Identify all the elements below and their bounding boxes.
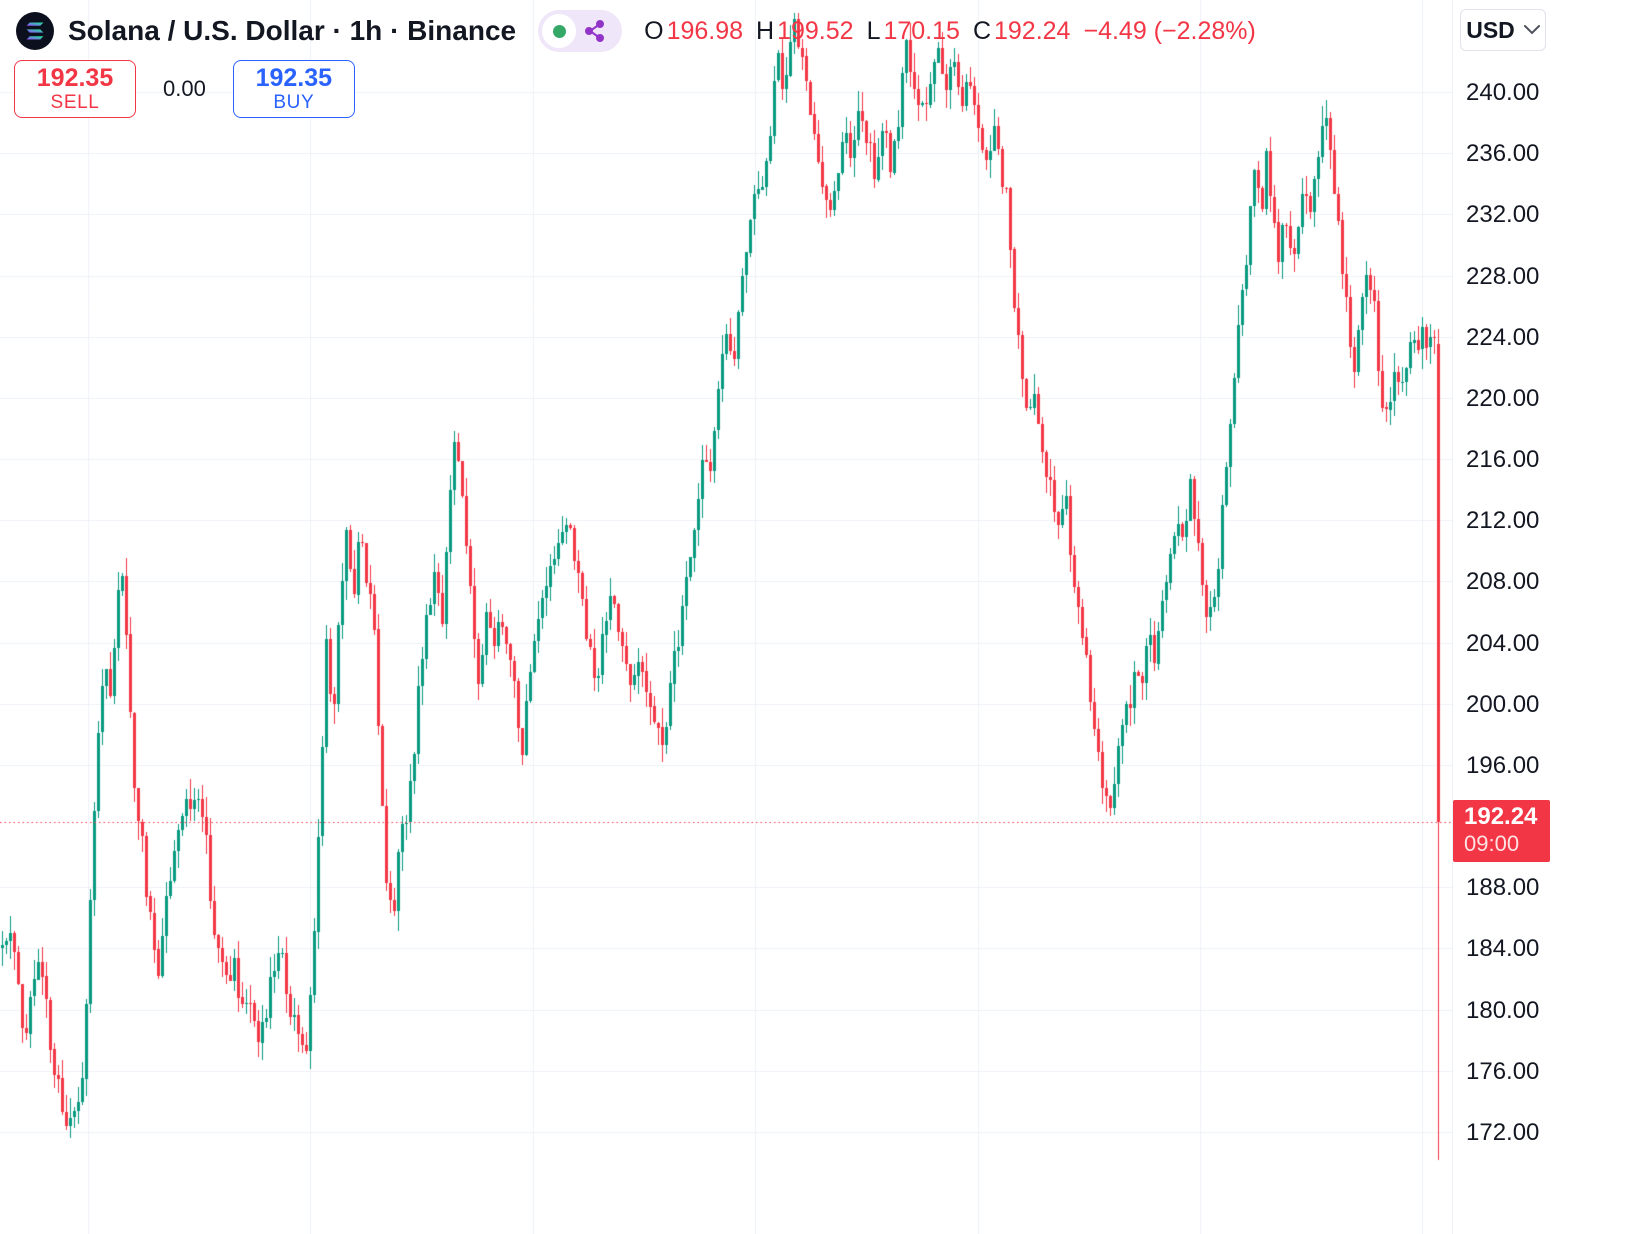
solana-logo-icon [16,12,54,50]
high-value: 199.52 [777,16,854,45]
price-tick-label: 184.00 [1466,935,1540,963]
price-tick-label: 172.00 [1466,1118,1540,1146]
price-tick-label: 216.00 [1466,446,1540,474]
sell-button[interactable]: 192.35 SELL [14,60,136,118]
price-tick-label: 180.00 [1466,996,1540,1024]
market-status-icon[interactable] [542,14,577,48]
price-tick-label: 240.00 [1466,79,1540,106]
price-tick-label: 176.00 [1466,1057,1540,1085]
share-icon[interactable] [576,20,618,42]
buy-button[interactable]: 192.35 BUY [232,60,355,118]
symbol-title[interactable]: Solana / U.S. Dollar · 1h · Binance [68,15,517,46]
currency-dropdown[interactable]: USD [1460,9,1546,51]
status-dot [552,24,566,38]
price-tick-label: 188.00 [1466,874,1540,902]
high-label: H [756,16,775,45]
price-tick-label: 204.00 [1466,629,1540,657]
close-value: 192.24 [994,16,1071,45]
price-tick-label: 200.00 [1466,690,1540,718]
low-value: 170.15 [883,16,960,45]
candlestick-chart[interactable] [0,0,1452,1234]
sell-price: 192.35 [36,64,114,93]
price-tick-label: 220.00 [1466,384,1540,412]
last-price-tag: 192.24 09:00 [1453,800,1550,863]
last-price-value: 192.24 [1464,803,1538,831]
price-axis[interactable]: USD 240.00 236.00 232.00 228.00 224.00 220.00… [1452,0,1646,1234]
price-tick-label: 228.00 [1466,262,1540,290]
open-label: O [644,16,664,45]
price-tick-label: 208.00 [1466,568,1540,596]
change-value: −4.49 (−2.28%) [1083,16,1256,45]
currency-label: USD [1466,16,1515,43]
legend-icons [538,10,623,52]
price-tick-label: 196.00 [1466,751,1540,779]
buy-label: BUY [273,92,315,114]
spread-value: 0.00 [163,76,206,101]
open-value: 196.98 [666,16,744,45]
trade-buttons: 192.35 SELL 0.00 192.35 BUY [14,60,355,118]
chevron-down-icon [1523,25,1540,35]
sell-label: SELL [50,92,100,114]
price-tick-label: 224.00 [1466,323,1540,351]
price-tick-label: 212.00 [1466,507,1540,535]
chart-header: Solana / U.S. Dollar · 1h · Binance O 19… [16,8,1256,54]
ohlc-readout: O 196.98 H 199.52 L 170.15 C 192.24 −4.4… [644,17,1256,46]
price-tick-label: 232.00 [1466,201,1540,229]
price-tick-label: 236.00 [1466,140,1540,168]
close-label: C [972,16,991,45]
low-label: L [866,16,881,45]
last-price-countdown: 09:00 [1464,831,1520,857]
buy-price: 192.35 [255,64,333,93]
